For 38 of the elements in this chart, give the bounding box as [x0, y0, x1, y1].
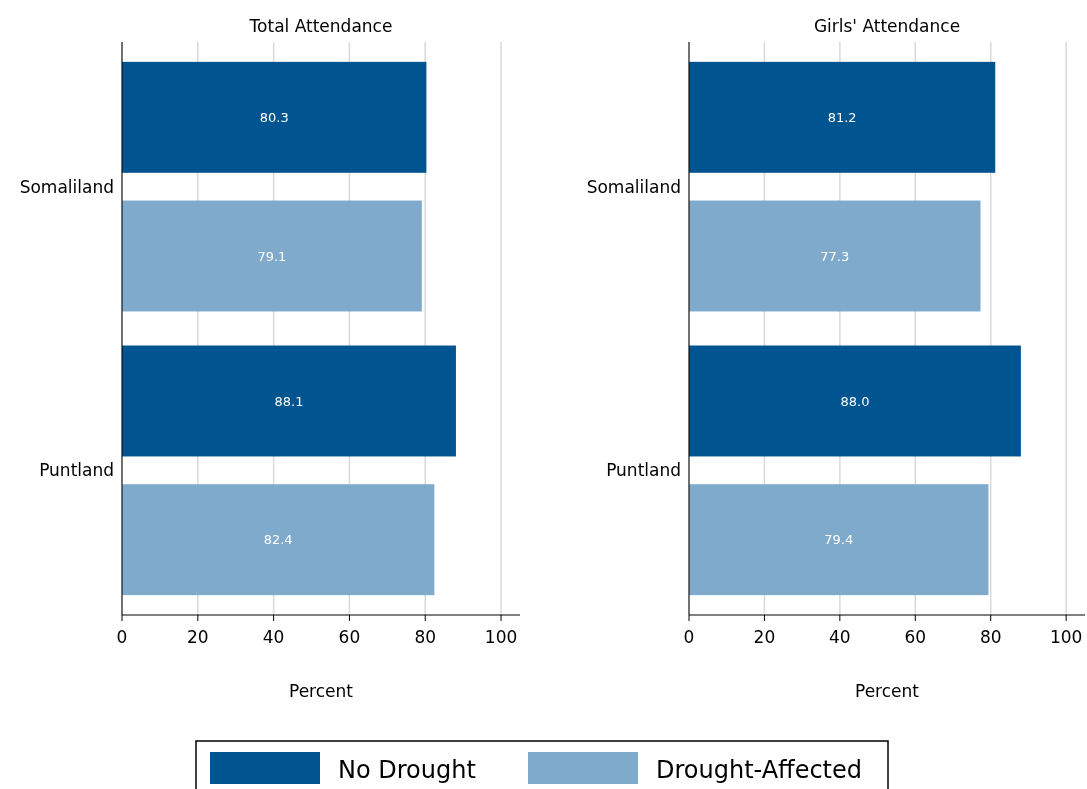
- bar: [122, 484, 435, 596]
- x-tick-label: 40: [829, 627, 851, 647]
- data-label: 81.2: [827, 109, 857, 125]
- bar: [689, 200, 981, 312]
- x-tick-label: 100: [484, 627, 518, 647]
- x-axis-title: Percent: [855, 681, 920, 701]
- x-tick-label: 60: [904, 627, 927, 647]
- data-label: 82.4: [263, 532, 293, 548]
- bar: [122, 61, 427, 173]
- bar: [122, 200, 422, 312]
- chart-title: Total Attendance: [248, 16, 393, 36]
- x-tick-label: 0: [116, 627, 128, 647]
- chart-title: Girls' Attendance: [813, 16, 961, 36]
- x-axis-title: Percent: [289, 681, 354, 701]
- data-label: 79.4: [824, 532, 854, 548]
- y-tick-label: Puntland: [606, 460, 681, 481]
- x-tick-label: 80: [414, 627, 437, 647]
- legend-label: Drought-Affected: [656, 756, 863, 784]
- data-label: 79.1: [257, 248, 287, 264]
- x-tick-label: 20: [753, 627, 776, 647]
- x-tick-label: 100: [1049, 627, 1083, 647]
- x-tick-label: 0: [683, 627, 695, 647]
- data-label: 80.3: [259, 109, 289, 125]
- y-tick-label: Somaliland: [19, 176, 114, 197]
- x-tick-label: 60: [338, 627, 361, 647]
- y-tick-label: Puntland: [39, 460, 114, 481]
- bar: [122, 345, 456, 457]
- bar: [689, 484, 989, 596]
- data-label: 88.0: [840, 393, 870, 409]
- data-label: 77.3: [820, 248, 850, 264]
- data-label: 88.1: [274, 393, 304, 409]
- x-tick-label: 40: [262, 627, 285, 647]
- x-tick-label: 20: [186, 627, 209, 647]
- x-tick-label: 80: [979, 627, 1002, 647]
- y-tick-label: Somaliland: [586, 176, 681, 197]
- bar: [689, 61, 996, 173]
- bar: [689, 345, 1021, 457]
- legend-label: No Drought: [338, 756, 476, 784]
